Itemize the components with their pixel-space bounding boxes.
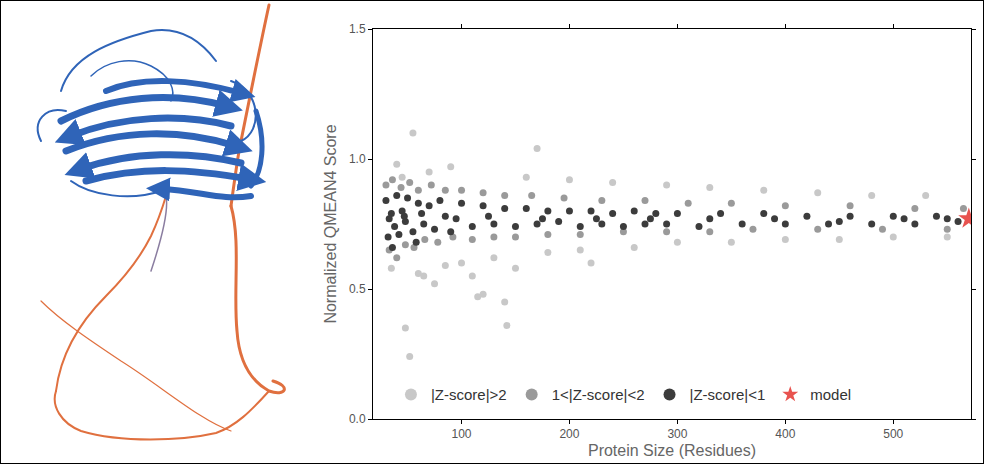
svg-text:model: model [810, 386, 851, 403]
svg-text:500: 500 [883, 427, 903, 441]
svg-text:Protein Size (Residues): Protein Size (Residues) [588, 442, 756, 459]
svg-text:400: 400 [775, 427, 795, 441]
svg-text:0.5: 0.5 [349, 282, 366, 296]
svg-text:100: 100 [451, 427, 471, 441]
svg-text:|Z-score|>2: |Z-score|>2 [431, 386, 507, 403]
svg-text:|Z-score|<1: |Z-score|<1 [690, 386, 766, 403]
svg-text:0.0: 0.0 [349, 412, 366, 426]
svg-text:Normalized QMEAN4 Score: Normalized QMEAN4 Score [322, 124, 339, 323]
svg-text:1.5: 1.5 [349, 22, 366, 36]
svg-text:1<|Z-score|<2: 1<|Z-score|<2 [552, 386, 645, 403]
svg-text:300: 300 [667, 427, 687, 441]
svg-text:200: 200 [559, 427, 579, 441]
svg-text:1.0: 1.0 [349, 152, 366, 166]
